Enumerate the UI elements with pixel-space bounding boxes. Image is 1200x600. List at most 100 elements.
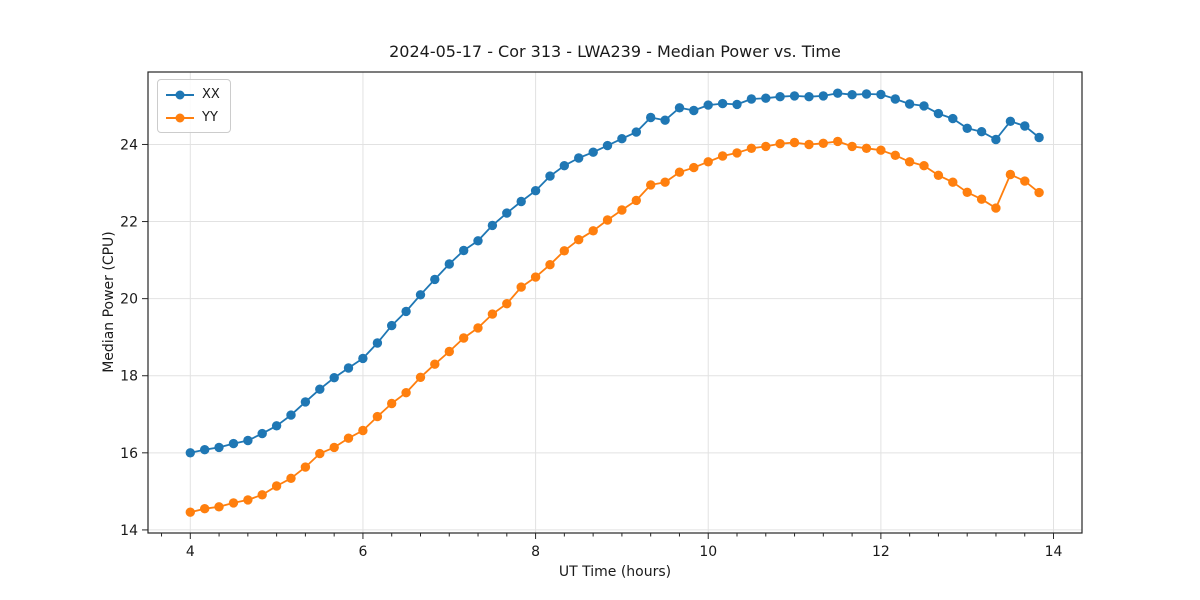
data-point-yy — [300, 462, 311, 472]
data-point-xx — [617, 134, 627, 144]
legend: XX YY — [157, 79, 231, 133]
data-point-yy — [919, 161, 929, 171]
data-point-xx — [315, 384, 325, 394]
data-point-yy — [1005, 169, 1016, 180]
svg-text:22: 22 — [120, 215, 138, 231]
x-tick-labels: 4 6 8 10 12 14 — [186, 544, 1063, 560]
data-point-xx — [444, 259, 454, 269]
data-point-yy — [761, 141, 771, 152]
data-point-yy — [991, 203, 1001, 213]
legend-item-xx: XX — [166, 85, 220, 104]
data-point-xx — [574, 153, 584, 163]
svg-text:14: 14 — [1045, 544, 1063, 560]
data-point-yy — [804, 139, 814, 150]
data-point-xx — [847, 90, 857, 100]
data-point-xx — [243, 435, 253, 446]
data-point-xx — [401, 306, 411, 317]
data-point-xx — [660, 115, 670, 125]
series-yy — [185, 136, 1044, 517]
data-point-xx — [415, 290, 426, 300]
data-point-yy — [732, 148, 742, 158]
data-point-xx — [818, 91, 828, 101]
data-point-yy — [559, 246, 569, 256]
data-point-yy — [516, 282, 526, 292]
data-point-xx — [200, 445, 210, 455]
data-point-xx — [487, 220, 498, 231]
data-point-xx — [991, 134, 1001, 145]
data-point-yy — [343, 433, 354, 443]
data-point-xx — [933, 108, 944, 119]
legend-item-yy: YY — [166, 108, 220, 127]
data-point-xx — [674, 103, 685, 113]
data-point-yy — [401, 388, 411, 398]
data-point-xx — [502, 208, 512, 218]
data-point-yy — [933, 170, 944, 180]
y-tick-labels: 14 16 18 20 22 24 — [120, 137, 138, 538]
data-point-yy — [689, 162, 699, 173]
data-point-yy — [459, 333, 469, 343]
data-point-xx — [185, 448, 195, 458]
data-point-xx — [646, 112, 656, 123]
svg-text:8: 8 — [531, 544, 540, 560]
legend-label-xx: XX — [202, 87, 220, 102]
svg-text:16: 16 — [120, 446, 138, 462]
data-point-xx — [761, 93, 771, 103]
data-point-yy — [430, 359, 440, 369]
data-point-xx — [530, 186, 541, 196]
data-point-yy — [487, 309, 498, 319]
y-major-ticks — [142, 143, 148, 531]
data-point-xx — [703, 100, 713, 110]
data-point-yy — [271, 481, 282, 491]
svg-text:14: 14 — [120, 523, 138, 539]
data-point-xx — [430, 274, 440, 285]
legend-marker-xx-icon — [166, 90, 194, 100]
legend-dot-yy — [175, 113, 185, 122]
data-point-yy — [545, 260, 555, 270]
data-point-yy — [243, 495, 253, 505]
data-point-yy — [228, 498, 239, 508]
data-point-yy — [890, 150, 900, 160]
data-point-xx — [588, 147, 598, 157]
axes-frame — [147, 71, 1083, 534]
gridlines — [148, 72, 1082, 533]
svg-text:6: 6 — [358, 544, 367, 560]
data-point-xx — [904, 99, 915, 109]
x-axis-label: UT Time (hours) — [558, 564, 672, 580]
data-point-xx — [329, 373, 339, 383]
data-point-xx — [300, 397, 311, 407]
data-point-xx — [1020, 121, 1030, 131]
data-point-yy — [1020, 176, 1030, 186]
data-point-yy — [789, 137, 800, 148]
data-point-yy — [602, 215, 613, 225]
data-point-yy — [876, 145, 886, 155]
data-point-yy — [631, 195, 641, 206]
data-point-yy — [962, 187, 972, 197]
data-point-yy — [703, 157, 713, 167]
data-point-xx — [602, 140, 613, 151]
data-point-xx — [343, 363, 354, 373]
data-point-yy — [473, 323, 483, 333]
svg-text:4: 4 — [186, 544, 195, 560]
data-point-yy — [257, 490, 267, 500]
data-point-xx — [732, 99, 742, 110]
data-point-yy — [674, 167, 685, 177]
data-point-xx — [459, 245, 469, 256]
data-point-yy — [502, 299, 512, 309]
data-point-xx — [948, 113, 958, 124]
svg-text:10: 10 — [699, 544, 717, 560]
data-point-yy — [646, 180, 656, 190]
data-point-xx — [1005, 116, 1016, 127]
data-point-yy — [948, 177, 958, 187]
x-major-ticks — [189, 533, 1055, 539]
data-point-xx — [775, 92, 785, 102]
data-point-yy — [588, 226, 598, 236]
data-point-xx — [789, 91, 800, 101]
x-minor-ticks — [161, 533, 1026, 537]
data-point-xx — [876, 89, 886, 100]
data-point-yy — [286, 473, 296, 483]
legend-marker-yy-icon — [166, 113, 194, 123]
legend-dot-xx — [175, 90, 185, 99]
data-point-yy — [833, 136, 843, 147]
data-point-yy — [530, 272, 541, 282]
